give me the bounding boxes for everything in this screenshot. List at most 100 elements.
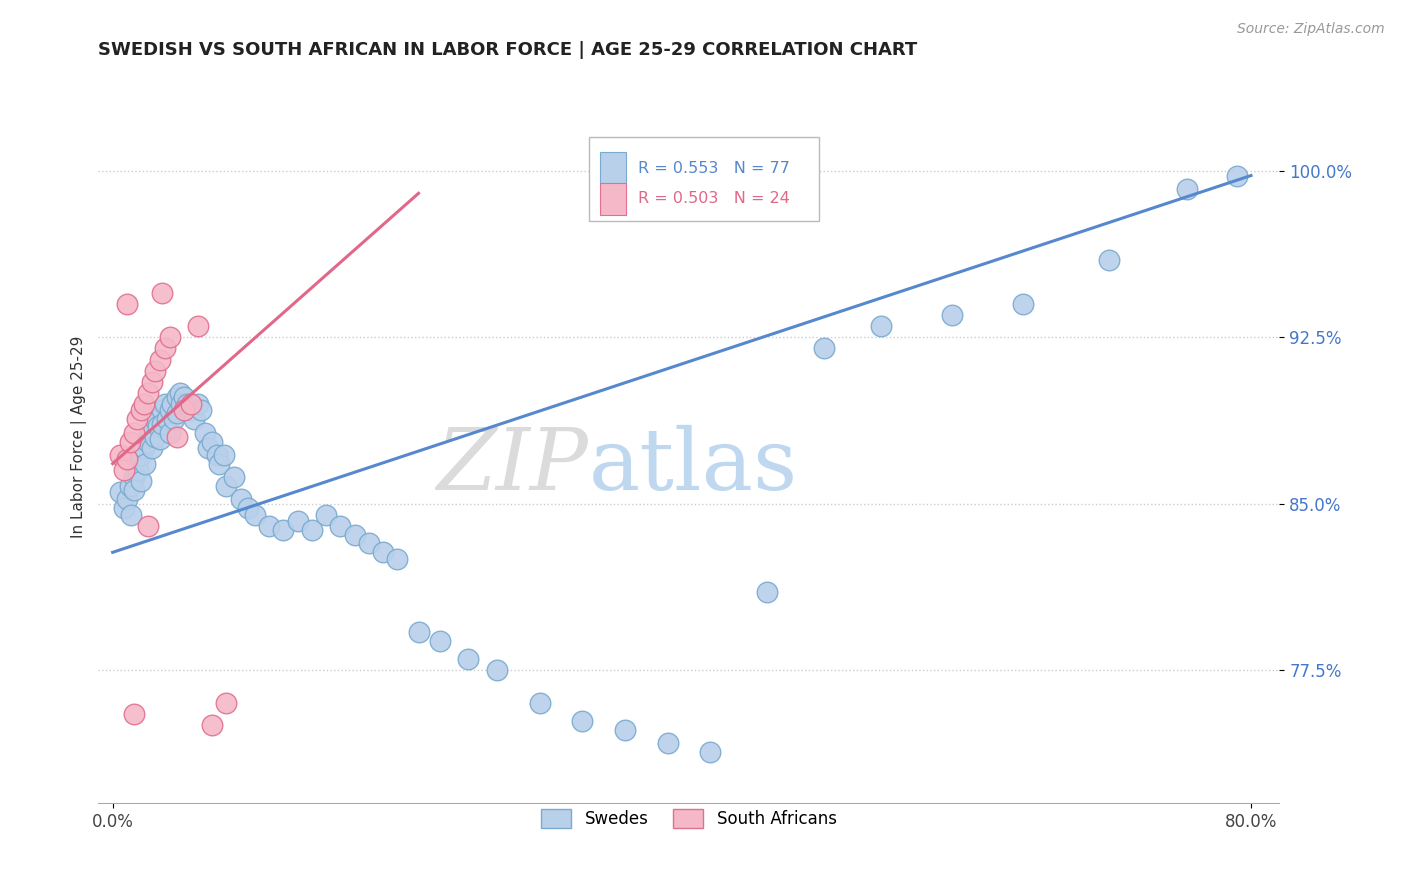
Point — [201, 434, 224, 449]
Point — [108, 448, 131, 462]
Point — [163, 412, 186, 426]
Point — [166, 430, 188, 444]
Point — [112, 501, 135, 516]
Point — [529, 696, 551, 710]
Bar — [600, 152, 626, 185]
Point — [1175, 182, 1198, 196]
Point — [212, 448, 235, 462]
Point — [176, 397, 198, 411]
Point — [187, 397, 209, 411]
Point — [197, 441, 219, 455]
Point — [173, 390, 195, 404]
Point — [108, 485, 131, 500]
Point — [343, 527, 366, 541]
Point — [257, 518, 280, 533]
Point — [215, 696, 238, 710]
Point — [115, 297, 138, 311]
Text: ZIP: ZIP — [437, 425, 589, 508]
Point — [194, 425, 217, 440]
Point — [208, 457, 231, 471]
Point — [941, 308, 963, 322]
Point — [141, 441, 163, 455]
Y-axis label: In Labor Force | Age 25-29: In Labor Force | Age 25-29 — [72, 336, 87, 538]
Point — [166, 406, 188, 420]
Point — [125, 452, 148, 467]
Point — [1098, 252, 1121, 267]
Point — [125, 412, 148, 426]
Point — [156, 412, 179, 426]
Point — [315, 508, 337, 522]
Point — [155, 397, 177, 411]
Point — [129, 403, 152, 417]
Point — [408, 625, 430, 640]
Point — [236, 501, 259, 516]
Point — [143, 363, 166, 377]
Point — [173, 403, 195, 417]
Point — [273, 523, 295, 537]
Point — [132, 441, 155, 455]
Point — [229, 492, 252, 507]
Point — [118, 479, 141, 493]
Point — [122, 470, 145, 484]
Point — [180, 397, 202, 411]
Point — [141, 375, 163, 389]
Point — [183, 412, 205, 426]
Point — [162, 397, 184, 411]
Text: atlas: atlas — [589, 425, 797, 508]
Point — [1012, 297, 1035, 311]
Point — [201, 718, 224, 732]
Point — [222, 470, 245, 484]
Point — [187, 319, 209, 334]
Point — [115, 452, 138, 467]
Point — [170, 397, 193, 411]
Point — [357, 536, 380, 550]
Point — [122, 483, 145, 498]
Point — [301, 523, 323, 537]
Point — [155, 342, 177, 356]
Point — [152, 403, 174, 417]
Point — [190, 403, 212, 417]
Point — [699, 745, 721, 759]
FancyBboxPatch shape — [589, 137, 818, 221]
Point — [120, 508, 142, 522]
Point — [129, 448, 152, 462]
Point — [152, 417, 174, 431]
Point — [1226, 169, 1249, 183]
Point — [756, 585, 779, 599]
Point — [166, 390, 188, 404]
Point — [215, 479, 238, 493]
Point — [613, 723, 636, 737]
Point — [159, 330, 181, 344]
Text: Source: ZipAtlas.com: Source: ZipAtlas.com — [1237, 22, 1385, 37]
Point — [159, 425, 181, 440]
Point — [571, 714, 593, 728]
Point — [118, 434, 141, 449]
Point — [149, 352, 172, 367]
Point — [870, 319, 893, 334]
Point — [329, 518, 352, 533]
Text: R = 0.503   N = 24: R = 0.503 N = 24 — [638, 192, 790, 206]
Point — [136, 434, 159, 449]
Bar — [600, 183, 626, 216]
Point — [287, 514, 309, 528]
Point — [149, 432, 172, 446]
Point — [136, 385, 159, 400]
Point — [115, 492, 138, 507]
Point — [132, 397, 155, 411]
Point — [148, 419, 170, 434]
Point — [122, 425, 145, 440]
Point — [205, 448, 228, 462]
Point — [139, 424, 162, 438]
Point — [143, 430, 166, 444]
Text: SWEDISH VS SOUTH AFRICAN IN LABOR FORCE | AGE 25-29 CORRELATION CHART: SWEDISH VS SOUTH AFRICAN IN LABOR FORCE … — [98, 41, 918, 59]
Point — [159, 403, 181, 417]
Point — [136, 430, 159, 444]
Point — [457, 651, 479, 665]
Text: R = 0.553   N = 77: R = 0.553 N = 77 — [638, 161, 790, 176]
Point — [371, 545, 394, 559]
Point — [134, 457, 156, 471]
Point — [243, 508, 266, 522]
Point — [143, 412, 166, 426]
Point — [129, 475, 152, 489]
Point — [429, 634, 451, 648]
